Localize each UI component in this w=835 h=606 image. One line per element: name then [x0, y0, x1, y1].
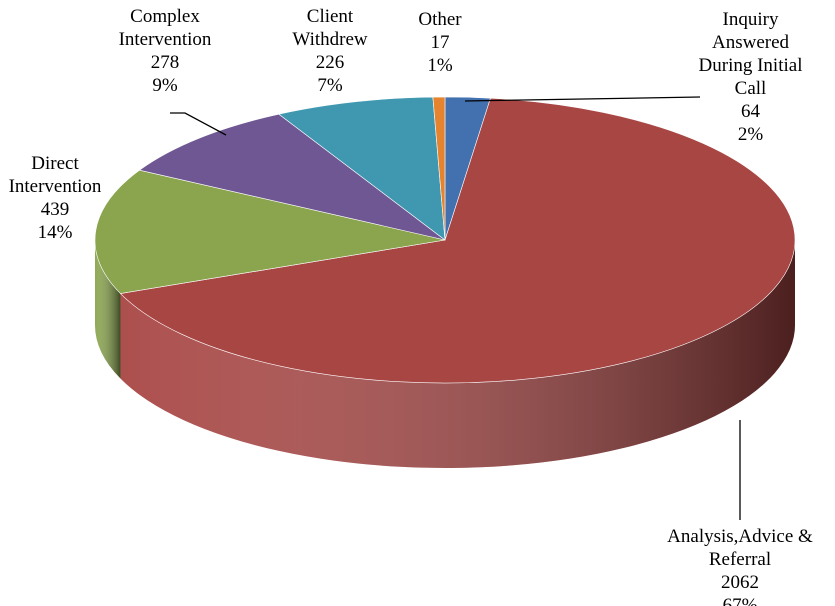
slice-side-shade: [95, 240, 121, 379]
slice-label: Client Withdrew 226 7%: [285, 5, 375, 97]
slice-label: Complex Intervention 278 9%: [95, 5, 235, 97]
slice: [138, 113, 446, 241]
value-label: 17: [430, 32, 450, 53]
slice: [119, 97, 796, 384]
slice-label: Other 17 1%: [405, 8, 475, 77]
value-label: 278: [150, 52, 180, 73]
category-label: Other: [418, 9, 462, 30]
slice-label: Direct Intervention 439 14%: [0, 152, 110, 244]
category-label: Direct Intervention: [8, 153, 102, 197]
percent-label: 1%: [427, 55, 453, 76]
slice: [94, 169, 446, 294]
value-label: 439: [40, 199, 70, 220]
value-label: 226: [315, 52, 345, 73]
category-label: Complex Intervention: [118, 6, 212, 50]
percent-label: 14%: [37, 222, 73, 243]
percent-label: 7%: [317, 75, 343, 96]
percent-label: 9%: [152, 75, 178, 96]
category-label: Inquiry Answered During Initial Call: [698, 9, 803, 99]
slice-label: Inquiry Answered During Initial Call 64 2%: [683, 8, 818, 146]
percent-label: 67%: [722, 595, 758, 606]
slice-side-shade: [120, 240, 796, 468]
leader-line: [170, 112, 227, 136]
slice-label: Analysis,Advice & Referral 2062 67%: [660, 525, 820, 606]
value-label: 2062: [721, 572, 759, 593]
percent-label: 2%: [737, 124, 764, 145]
category-label: Analysis,Advice & Referral: [667, 526, 813, 570]
value-label: 64: [741, 101, 760, 122]
category-label: Client Withdrew: [292, 6, 368, 50]
slice: [278, 96, 446, 241]
leader-line: [464, 96, 701, 102]
slice: [432, 96, 446, 241]
